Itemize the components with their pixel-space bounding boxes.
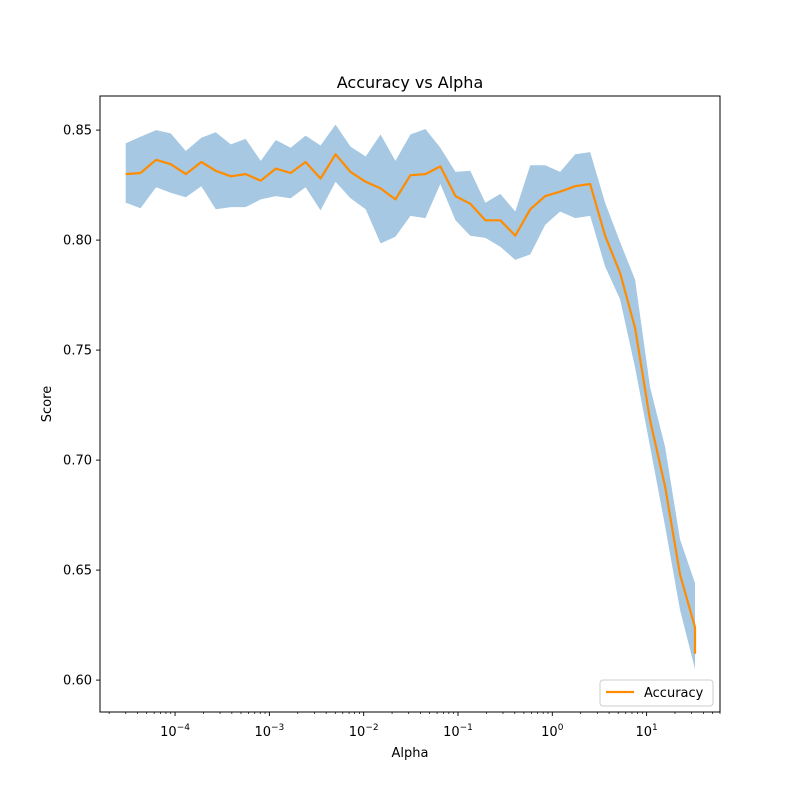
legend: Accuracy [599, 679, 714, 707]
y-tick-label: 0.65 [63, 564, 92, 579]
x-tick-label: 10−4 [160, 723, 190, 740]
y-axis-label: Score [40, 386, 55, 422]
plot-frame [99, 95, 721, 713]
x-tick-label: 10−3 [254, 723, 284, 740]
x-tick-label: 101 [635, 723, 657, 740]
x-axis-ticks: 10−4 10−3 10−2 10−1 100 101 [108, 712, 721, 740]
series-line-layer [125, 153, 697, 654]
legend-label: Accuracy [644, 686, 704, 701]
confidence-band-layer [125, 124, 696, 681]
y-tick-label: 0.85 [63, 124, 92, 139]
x-tick-label: 100 [541, 723, 564, 740]
confidence-band [125, 124, 696, 681]
y-tick-label: 0.75 [63, 344, 92, 359]
y-tick-label: 0.70 [63, 454, 92, 469]
legend-box [599, 679, 714, 707]
y-tick-label: 0.80 [63, 234, 92, 249]
accuracy-line [125, 153, 697, 654]
x-axis-label: Alpha [392, 746, 429, 761]
y-tick-label: 0.60 [63, 674, 92, 689]
x-tick-label: 10−2 [349, 723, 379, 740]
x-tick-label: 10−1 [443, 723, 473, 740]
y-axis-ticks: 0.60 0.65 0.70 0.75 0.80 0.85 [63, 124, 100, 689]
chart-title: Accuracy vs Alpha [337, 73, 484, 92]
